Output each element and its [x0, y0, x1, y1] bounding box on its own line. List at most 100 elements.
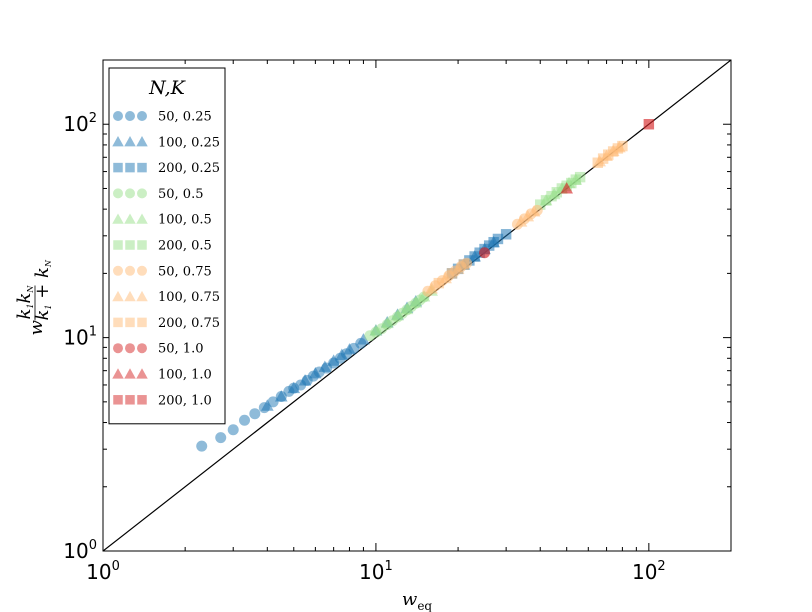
data-point	[521, 210, 535, 222]
legend-marker	[125, 111, 135, 121]
legend-marker	[113, 162, 123, 173]
legend-marker	[125, 317, 135, 328]
data-point	[239, 414, 251, 426]
legend-label: 100, 0.75	[158, 290, 220, 305]
legend-entry: 200, 0.25	[113, 161, 220, 176]
legend-entry: 200, 1.0	[113, 393, 212, 408]
legend-marker	[113, 111, 123, 121]
data-point	[249, 408, 261, 420]
legend-marker	[125, 188, 135, 199]
data-point	[391, 309, 404, 321]
legend-marker	[112, 290, 124, 302]
data-point	[260, 399, 274, 411]
legend-label: 200, 0.25	[158, 161, 220, 176]
series-200-1-0	[643, 119, 655, 130]
data-point	[500, 229, 512, 240]
legend-marker	[136, 213, 148, 224]
y-tick-label: 100	[63, 538, 97, 563]
data-point	[546, 190, 557, 202]
legend-marker	[137, 265, 147, 276]
legend-title: N,K	[148, 77, 186, 99]
legend-marker	[137, 188, 147, 199]
legend-entry: 50, 0.25	[113, 110, 212, 125]
data-point	[535, 199, 546, 210]
series-200-0-75	[433, 140, 628, 289]
x-tick-label: 101	[359, 559, 393, 584]
data-point	[309, 367, 322, 379]
legend-marker	[136, 136, 148, 147]
legend-marker	[124, 290, 136, 302]
data-point	[227, 424, 239, 436]
data-point	[417, 290, 431, 302]
series-200-0-5	[535, 171, 586, 210]
data-point	[446, 268, 458, 279]
legend-marker	[137, 111, 147, 121]
legend-entry: 100, 1.0	[112, 368, 212, 383]
legend-marker	[125, 240, 135, 250]
data-point	[298, 374, 312, 386]
data-point	[318, 360, 332, 372]
legend-marker	[113, 188, 123, 199]
legend-marker	[137, 395, 147, 405]
legend-entry: 100, 0.25	[112, 135, 220, 150]
legend-marker	[136, 368, 148, 379]
data-point	[492, 233, 504, 245]
data-point	[369, 324, 383, 336]
y-axis-label: w k1kN k1 + kN	[14, 259, 53, 335]
data-point	[327, 354, 340, 366]
data-point	[574, 171, 586, 183]
tick-labels: 100 101 102 100 101 102	[63, 111, 665, 584]
legend-marker	[113, 265, 123, 276]
x-axis-label: weq	[402, 589, 433, 612]
data-point	[287, 381, 301, 394]
data-point	[425, 282, 438, 294]
legend-marker	[113, 317, 123, 328]
data-point	[617, 140, 628, 152]
data-point	[274, 390, 288, 402]
data-point	[267, 396, 279, 408]
plot-content	[103, 60, 731, 551]
y-tick-label: 102	[63, 111, 97, 136]
data-point	[527, 205, 541, 217]
series-100-1-0	[560, 182, 574, 194]
legend-entry: 50, 0.5	[113, 187, 203, 202]
data-points	[196, 119, 655, 452]
legend-marker	[113, 343, 123, 354]
legend-marker	[113, 240, 123, 250]
y-axis-label-denominator: k1 + kN	[32, 259, 53, 320]
legend-marker	[112, 136, 124, 147]
legend-entry: 50, 0.75	[113, 264, 212, 279]
legend-label: 200, 0.5	[158, 239, 212, 254]
x-tick-label: 102	[632, 559, 666, 584]
legend-marker	[137, 317, 147, 328]
legend-marker	[112, 213, 124, 224]
data-point	[409, 296, 423, 308]
legend-entry: 50, 1.0	[113, 342, 203, 357]
legend-marker	[137, 162, 147, 173]
data-point	[433, 277, 445, 289]
series-50-1-0	[479, 247, 491, 259]
legend-label: 100, 0.25	[158, 135, 220, 150]
data-point	[458, 259, 470, 270]
legend-entry: 100, 0.75	[112, 290, 220, 305]
data-point	[380, 316, 394, 329]
data-point	[643, 119, 655, 130]
legend-label: 50, 0.25	[158, 110, 212, 125]
legend-marker	[137, 343, 147, 354]
legend-entry: 200, 0.75	[113, 316, 220, 331]
legend-entry: 200, 0.5	[113, 239, 212, 254]
x-tick-label: 100	[86, 559, 120, 584]
legend-label: 50, 1.0	[158, 342, 203, 357]
data-point	[196, 440, 208, 452]
data-point	[215, 432, 227, 444]
legend-marker	[124, 368, 136, 379]
legend-label: 50, 0.75	[158, 264, 212, 279]
x-axis-label-main: w	[402, 589, 418, 610]
x-axis-label-sub: eq	[417, 599, 432, 612]
legend-entries: 50, 0.25 100, 0.25 200, 0.25 50, 0.5 100, 0.…	[112, 110, 220, 408]
legend-label: 50, 0.5	[158, 187, 203, 202]
data-point	[343, 343, 356, 355]
plot-frame	[102, 59, 732, 552]
legend: N,K 50, 0.25 100, 0.25 200, 0.25 50, 0.5 100…	[108, 67, 226, 425]
legend-marker	[137, 240, 147, 250]
